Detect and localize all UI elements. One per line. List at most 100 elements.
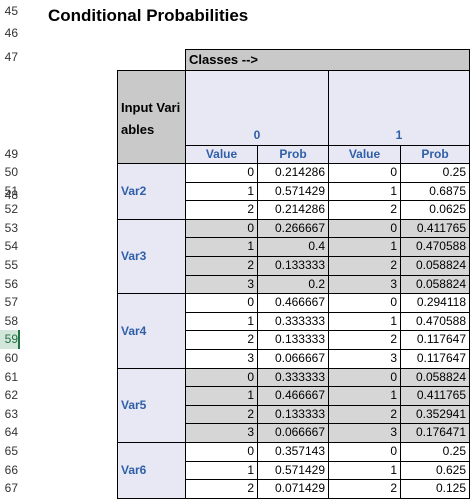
table-cell[interactable]: 1 (185, 181, 258, 202)
variable-label-var5[interactable]: Var5 (117, 367, 186, 443)
table-cell[interactable]: 0.058824 (400, 274, 470, 295)
table-cell[interactable]: 0.466667 (257, 293, 329, 313)
table-cell[interactable]: 0.411765 (400, 386, 470, 406)
table-cell[interactable]: 0 (185, 442, 258, 462)
table-cell[interactable]: 0 (328, 293, 401, 313)
table-cell[interactable]: 3 (328, 274, 401, 295)
table-cell[interactable]: 0.411765 (400, 218, 470, 239)
input-variables-header[interactable]: Input Variables (117, 70, 186, 164)
table-cell[interactable]: 1 (328, 237, 401, 257)
row-number[interactable]: 52 (4, 202, 18, 217)
table-cell[interactable]: 0.117647 (400, 349, 470, 369)
table-cell[interactable]: 0 (185, 293, 258, 313)
table-cell[interactable]: 0 (328, 442, 401, 462)
row-number[interactable]: 48 (4, 188, 18, 202)
row-number[interactable]: 54 (4, 239, 18, 254)
table-cell[interactable]: 2 (328, 479, 401, 499)
table-cell[interactable]: 0.058824 (400, 367, 470, 388)
row-number[interactable]: 47 (4, 50, 18, 64)
prob-header-0[interactable]: Prob (257, 145, 329, 164)
table-cell[interactable]: 0.357143 (257, 442, 329, 462)
table-cell[interactable]: 0.0625 (400, 200, 470, 220)
row-number[interactable]: 46 (4, 26, 18, 40)
table-cell[interactable]: 3 (185, 423, 258, 443)
table-cell[interactable]: 2 (185, 256, 258, 276)
table-cell[interactable]: 3 (328, 349, 401, 369)
table-cell[interactable]: 0.333333 (257, 311, 329, 332)
table-cell[interactable]: 0.125 (400, 479, 470, 499)
variable-label-var2[interactable]: Var2 (117, 163, 186, 220)
row-number[interactable]: 59 (0, 330, 20, 349)
variable-label-var4[interactable]: Var4 (117, 293, 186, 369)
table-cell[interactable]: 0.2 (257, 274, 329, 295)
table-cell[interactable]: 1 (328, 181, 401, 202)
table-cell[interactable]: 0.176471 (400, 423, 470, 443)
table-cell[interactable]: 0.133333 (257, 330, 329, 350)
table-cell[interactable]: 0.6875 (400, 181, 470, 202)
table-cell[interactable]: 0 (185, 367, 258, 388)
table-cell[interactable]: 2 (328, 256, 401, 276)
table-cell[interactable]: 2 (185, 200, 258, 220)
class-0-header[interactable]: 0 (185, 70, 329, 146)
table-cell[interactable]: 0.266667 (257, 218, 329, 239)
classes-header[interactable]: Classes --> (185, 49, 470, 71)
table-cell[interactable]: 0.133333 (257, 404, 329, 425)
table-cell[interactable]: 0.352941 (400, 404, 470, 425)
row-number[interactable]: 57 (4, 295, 18, 310)
row-number[interactable]: 55 (4, 258, 18, 272)
table-cell[interactable]: 1 (328, 386, 401, 406)
table-cell[interactable]: 0.058824 (400, 256, 470, 276)
value-header-1[interactable]: Value (328, 145, 401, 164)
row-number[interactable]: 66 (4, 462, 18, 477)
table-cell[interactable]: 0.066667 (257, 423, 329, 443)
table-cell[interactable]: 1 (185, 237, 258, 257)
table-cell[interactable]: 0.333333 (257, 367, 329, 388)
table-cell[interactable]: 2 (328, 200, 401, 220)
table-cell[interactable]: 1 (328, 311, 401, 332)
table-cell[interactable]: 2 (185, 404, 258, 425)
table-cell[interactable]: 2 (185, 479, 258, 499)
row-number[interactable]: 49 (4, 147, 18, 161)
table-cell[interactable]: 0.571429 (257, 181, 329, 202)
row-number[interactable]: 60 (4, 351, 18, 365)
row-number[interactable]: 64 (4, 425, 18, 440)
row-number[interactable]: 45 (4, 4, 18, 18)
table-cell[interactable]: 1 (328, 460, 401, 481)
table-cell[interactable]: 2 (328, 330, 401, 350)
prob-header-1[interactable]: Prob (400, 145, 470, 164)
table-cell[interactable]: 3 (185, 274, 258, 295)
value-header-0[interactable]: Value (185, 145, 258, 164)
variable-label-var3[interactable]: Var3 (117, 218, 186, 295)
row-number[interactable]: 67 (4, 481, 18, 496)
table-cell[interactable]: 0.625 (400, 460, 470, 481)
row-number[interactable]: 65 (4, 444, 18, 458)
table-cell[interactable]: 0.470588 (400, 311, 470, 332)
table-cell[interactable]: 0 (185, 218, 258, 239)
table-cell[interactable]: 0.117647 (400, 330, 470, 350)
variable-label-var6[interactable]: Var6 (117, 442, 186, 499)
table-cell[interactable]: 3 (328, 423, 401, 443)
table-cell[interactable]: 0.571429 (257, 460, 329, 481)
table-cell[interactable]: 0.066667 (257, 349, 329, 369)
table-cell[interactable]: 1 (185, 386, 258, 406)
table-cell[interactable]: 0.071429 (257, 479, 329, 499)
row-number[interactable]: 56 (4, 276, 18, 291)
table-cell[interactable]: 0.294118 (400, 293, 470, 313)
table-cell[interactable]: 0.25 (400, 442, 470, 462)
class-1-header[interactable]: 1 (328, 70, 470, 146)
row-number[interactable]: 53 (4, 220, 18, 235)
table-cell[interactable]: 1 (185, 311, 258, 332)
table-cell[interactable]: 0.25 (400, 163, 470, 183)
row-number[interactable]: 61 (4, 369, 18, 384)
table-cell[interactable]: 2 (328, 404, 401, 425)
table-cell[interactable]: 0.4 (257, 237, 329, 257)
row-number[interactable]: 63 (4, 406, 18, 421)
table-cell[interactable]: 0.214286 (257, 200, 329, 220)
table-cell[interactable]: 0 (328, 367, 401, 388)
table-cell[interactable]: 3 (185, 349, 258, 369)
table-cell[interactable]: 0 (185, 163, 258, 183)
row-number[interactable]: 51 (4, 183, 18, 198)
row-number[interactable]: 58 (4, 313, 18, 328)
row-number[interactable]: 50 (4, 165, 18, 179)
row-number[interactable]: 62 (4, 388, 18, 403)
